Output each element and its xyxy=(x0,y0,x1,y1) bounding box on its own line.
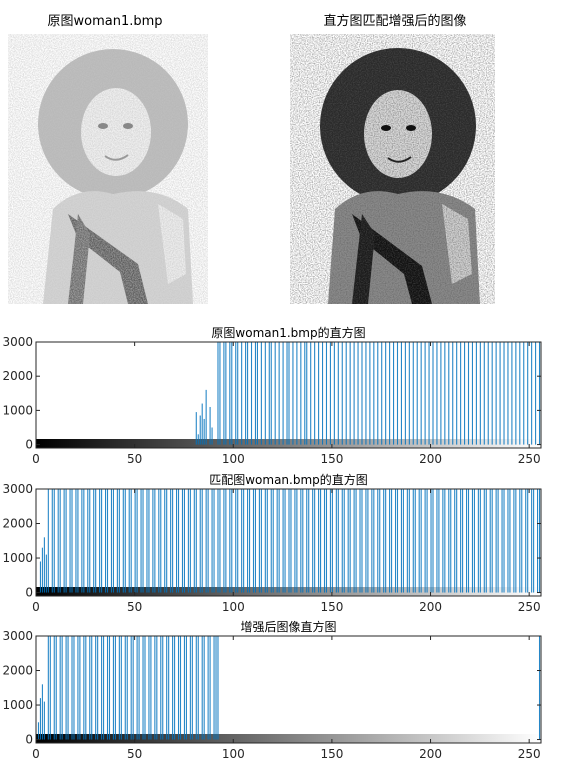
woman-figure-dark xyxy=(290,34,495,304)
histogram-title: 匹配图woman.bmp的直方图 xyxy=(209,472,368,487)
x-tick-label: 250 xyxy=(518,600,541,614)
y-tick-label: 0 xyxy=(25,586,33,600)
y-tick-label: 2000 xyxy=(2,664,33,678)
y-tick-label: 3000 xyxy=(2,629,33,643)
y-tick-label: 0 xyxy=(25,438,33,452)
x-tick-label: 150 xyxy=(320,600,343,614)
plot-area xyxy=(36,636,541,743)
grayscale-colorbar xyxy=(36,734,541,743)
x-tick-label: 0 xyxy=(32,747,40,761)
x-tick-label: 50 xyxy=(127,452,142,466)
y-tick-label: 1000 xyxy=(2,403,33,417)
histogram-3: 增强后图像直方图 0 50 100 150 200 250 0 1000 2000 3000 xyxy=(2,619,542,761)
histogram-2: 匹配图woman.bmp的直方图 0 50 100 150 200 250 0 1000 2000… xyxy=(2,472,542,614)
histogram-1: 原图woman1.bmp的直方图 0 50 100 150 200 250 0 1000 2000… xyxy=(2,325,542,466)
x-tick-label: 100 xyxy=(222,747,245,761)
right-image-title: 直方图匹配增强后的图像 xyxy=(323,14,467,29)
x-tick-label: 50 xyxy=(127,600,142,614)
left-image-title: 原图woman1.bmp xyxy=(47,14,163,29)
y-tick-label: 1000 xyxy=(2,698,33,712)
histogram-title: 增强后图像直方图 xyxy=(240,619,336,634)
x-tick-label: 250 xyxy=(518,452,541,466)
original-photo xyxy=(8,34,208,304)
axes-frame xyxy=(35,488,542,597)
y-tick-label: 2000 xyxy=(2,517,33,531)
x-tick-label: 150 xyxy=(320,452,343,466)
y-tick-label: 2000 xyxy=(2,369,33,383)
x-tick-label: 0 xyxy=(32,452,40,466)
x-tick-label: 0 xyxy=(32,600,40,614)
woman-figure-light xyxy=(8,34,208,304)
y-tick-label: 0 xyxy=(25,733,33,747)
axes-frame xyxy=(35,341,542,449)
histogram-title: 原图woman1.bmp的直方图 xyxy=(211,325,365,340)
x-tick-label: 200 xyxy=(419,452,442,466)
axes-frame xyxy=(35,635,542,744)
x-tick-label: 200 xyxy=(419,600,442,614)
x-tick-label: 50 xyxy=(127,747,142,761)
x-tick-label: 150 xyxy=(320,747,343,761)
enhanced-photo xyxy=(290,34,495,304)
y-tick-label: 3000 xyxy=(2,482,33,496)
x-tick-label: 200 xyxy=(419,747,442,761)
x-tick-label: 100 xyxy=(222,600,245,614)
y-tick-label: 3000 xyxy=(2,335,33,349)
y-tick-label: 1000 xyxy=(2,551,33,565)
x-tick-label: 100 xyxy=(222,452,245,466)
x-tick-label: 250 xyxy=(518,747,541,761)
